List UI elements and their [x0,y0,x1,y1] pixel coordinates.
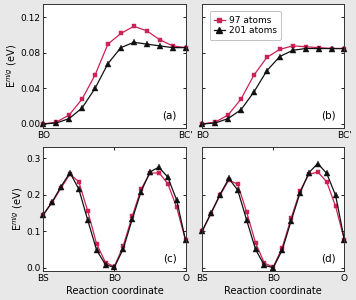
Y-axis label: E$^{mig}$ (eV): E$^{mig}$ (eV) [10,187,25,231]
Text: (d): (d) [321,254,336,264]
X-axis label: Reaction coordinate: Reaction coordinate [66,286,163,296]
Legend: 97 atoms, 201 atoms: 97 atoms, 201 atoms [210,11,281,40]
Text: (b): (b) [321,111,336,121]
X-axis label: Reaction coordinate: Reaction coordinate [224,286,322,296]
Y-axis label: E$^{mig}$ (eV): E$^{mig}$ (eV) [4,44,19,88]
Text: (c): (c) [163,254,177,264]
Text: (a): (a) [163,111,177,121]
